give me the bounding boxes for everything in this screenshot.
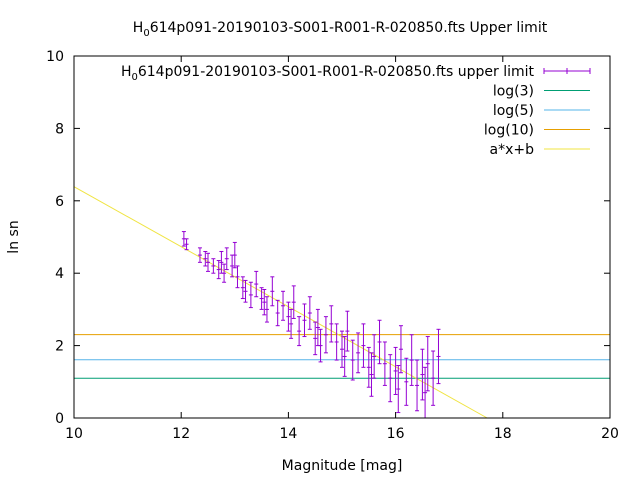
legend-label-points: H0614p091-20190103-S001-R001-R-020850.ft… (121, 64, 535, 83)
plot-frame (73, 55, 611, 419)
data-point-30 (315, 308, 320, 347)
data-point-46 (388, 354, 393, 403)
data-point-42 (369, 352, 374, 397)
data-point-23 (286, 301, 291, 332)
data-point-19 (264, 296, 269, 323)
data-point-55 (425, 336, 430, 392)
data-point-4 (206, 252, 210, 272)
data-point-39 (356, 332, 361, 374)
data-point-50 (404, 357, 409, 406)
fit-line-group (73, 186, 488, 419)
x-axis-ticks: 10 12 14 16 18 20 (65, 56, 619, 442)
data-point-51 (409, 334, 414, 386)
data-point-6 (216, 260, 221, 280)
data-point-53 (420, 348, 425, 401)
y-tick-label-5: 10 (46, 49, 64, 65)
data-point-40 (361, 323, 366, 368)
data-point-37 (345, 310, 350, 352)
legend-label-fit: a*x+b (490, 142, 535, 158)
data-point-24 (289, 308, 294, 339)
data-point-44 (377, 319, 382, 365)
x-tick-label-0: 10 (65, 426, 83, 442)
data-point-3 (203, 250, 208, 267)
data-point-34 (334, 323, 339, 361)
data-point-35 (340, 330, 344, 368)
data-points (181, 231, 441, 419)
data-point-14 (243, 279, 248, 303)
data-point-10 (230, 254, 235, 278)
fit-line (73, 186, 488, 419)
y-axis-ticks: 0 2 4 6 8 10 (46, 49, 610, 427)
x-tick-label-5: 20 (601, 426, 619, 442)
data-point-9 (224, 247, 229, 271)
data-point-1 (184, 238, 189, 251)
data-point-11 (232, 241, 237, 269)
data-point-22 (281, 290, 286, 321)
data-point-45 (382, 341, 387, 386)
data-point-31 (318, 328, 323, 363)
data-point-49 (398, 325, 403, 374)
y-tick-label-1: 2 (55, 339, 64, 355)
data-point-41 (366, 346, 371, 388)
x-axis-label: Magnitude [mag] (282, 458, 403, 474)
data-point-47 (393, 346, 398, 395)
data-point-20 (270, 276, 275, 307)
data-point-25 (291, 285, 296, 319)
data-point-13 (240, 276, 245, 300)
data-point-5 (211, 258, 216, 274)
data-point-38 (350, 339, 355, 381)
legend: H0614p091-20190103-S001-R001-R-020850.ft… (121, 64, 591, 158)
data-point-28 (307, 296, 312, 330)
legend-label-log10: log(10) (484, 123, 534, 139)
y-axis-label: ln sn (6, 220, 22, 253)
x-tick-label-2: 14 (279, 426, 297, 442)
legend-label-log3: log(3) (493, 84, 534, 100)
data-point-33 (329, 305, 334, 343)
data-point-43 (372, 334, 377, 379)
data-point-27 (302, 303, 307, 338)
data-point-26 (297, 316, 302, 347)
data-point-29 (313, 321, 318, 356)
x-tick-label-1: 12 (172, 426, 190, 442)
data-point-17 (259, 287, 264, 310)
data-point-32 (323, 316, 328, 354)
data-point-21 (275, 299, 280, 327)
data-point-57 (436, 328, 441, 385)
data-point-36 (342, 336, 347, 377)
data-point-15 (248, 281, 253, 309)
y-tick-label-4: 8 (55, 121, 64, 137)
y-tick-label-3: 6 (55, 194, 64, 210)
data-point-8 (222, 263, 227, 283)
data-point-16 (254, 270, 259, 298)
chart-title: H0614p091-20190103-S001-R001-R-020850.ft… (133, 20, 548, 39)
data-point-52 (415, 359, 420, 412)
x-tick-label-3: 16 (387, 426, 405, 442)
data-point-18 (262, 288, 267, 316)
data-point-56 (431, 350, 436, 406)
y-tick-label-0: 0 (55, 411, 64, 427)
x-tick-label-4: 18 (494, 426, 512, 442)
data-point-12 (235, 265, 240, 289)
data-point-2 (197, 247, 202, 263)
legend-label-log5: log(5) (493, 103, 534, 119)
data-point-48 (396, 365, 401, 414)
y-tick-label-2: 4 (55, 266, 64, 282)
